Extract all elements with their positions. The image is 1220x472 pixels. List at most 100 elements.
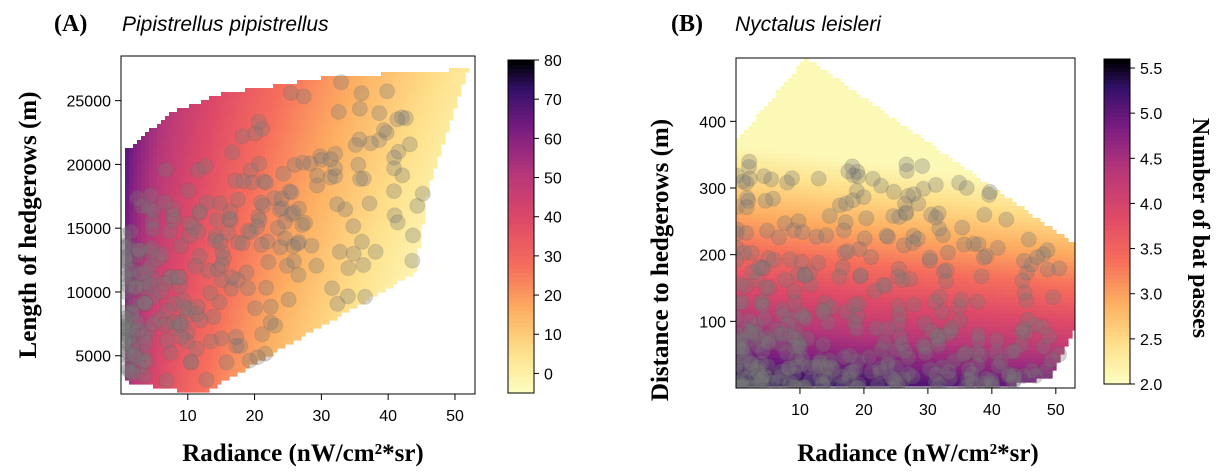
surface-cell — [149, 168, 154, 173]
surface-cell — [209, 288, 214, 293]
surface-cell — [185, 208, 190, 213]
surface-cell — [189, 272, 194, 277]
surface-cell — [145, 240, 150, 245]
surface-cell — [217, 332, 222, 337]
surface-cell — [313, 268, 318, 273]
surface-cell — [233, 96, 238, 101]
surface-cell — [437, 100, 442, 105]
surface-cell — [281, 224, 286, 229]
surface-cell — [349, 172, 354, 177]
surface-cell — [149, 196, 154, 201]
surface-cell — [285, 144, 290, 149]
surface-cell — [417, 236, 422, 241]
surface-cell — [393, 180, 398, 185]
surface-cell — [409, 208, 414, 213]
surface-cell — [141, 216, 146, 221]
surface-cell — [261, 88, 266, 93]
surface-cell — [349, 136, 354, 141]
surface-cell — [185, 296, 190, 301]
surface-cell — [189, 252, 194, 257]
surface-cell — [393, 280, 398, 285]
surface-cell — [417, 112, 422, 117]
surface-cell — [161, 164, 166, 169]
surface-cell — [201, 188, 206, 193]
surface-cell — [389, 196, 394, 201]
surface-cell — [277, 200, 282, 205]
surface-cell — [161, 236, 166, 241]
surface-cell — [221, 308, 226, 313]
surface-cell — [393, 252, 398, 257]
surface-cell — [297, 160, 302, 165]
data-point — [143, 239, 160, 256]
surface-cell — [145, 344, 150, 349]
surface-cell — [177, 196, 182, 201]
surface-cell — [273, 120, 278, 125]
surface-cell — [137, 372, 142, 377]
surface-cell — [209, 200, 214, 205]
surface-cell — [345, 192, 350, 197]
surface-cell — [369, 104, 374, 109]
surface-cell — [397, 100, 402, 105]
surface-cell — [361, 100, 366, 105]
surface-cell — [181, 264, 186, 269]
surface-cell — [341, 92, 346, 97]
surface-cell — [169, 340, 174, 345]
surface-cell — [401, 276, 406, 281]
surface-cell — [349, 76, 354, 81]
surface-cell — [401, 236, 406, 241]
surface-cell — [293, 276, 298, 281]
surface-cell — [301, 320, 306, 325]
surface-cell — [237, 252, 242, 257]
surface-cell — [201, 236, 206, 241]
surface-cell — [161, 304, 166, 309]
surface-cell — [349, 116, 354, 121]
surface-cell — [237, 192, 242, 197]
surface-cell — [417, 136, 422, 141]
surface-cell — [281, 216, 286, 221]
surface-cell — [165, 148, 170, 153]
surface-cell — [161, 364, 166, 369]
surface-cell — [225, 360, 230, 365]
surface-cell — [249, 256, 254, 261]
surface-cell — [221, 212, 226, 217]
surface-cell — [405, 252, 410, 257]
surface-cell — [209, 368, 214, 373]
surface-cell — [289, 216, 294, 221]
surface-cell — [233, 124, 238, 129]
surface-cell — [405, 96, 410, 101]
surface-cell — [173, 284, 178, 289]
surface-cell — [245, 304, 250, 309]
surface-cell — [257, 312, 262, 317]
surface-cell — [161, 188, 166, 193]
surface-cell — [197, 140, 202, 145]
surface-cell — [145, 356, 150, 361]
surface-cell — [125, 168, 130, 173]
surface-cell — [385, 284, 390, 289]
surface-cell — [333, 308, 338, 313]
surface-cell — [401, 144, 406, 149]
surface-cell — [341, 296, 346, 301]
surface-cell — [293, 108, 298, 113]
surface-cell — [361, 172, 366, 177]
surface-cell — [405, 76, 410, 81]
surface-cell — [249, 192, 254, 197]
surface-cell — [405, 188, 410, 193]
surface-cell — [349, 88, 354, 93]
surface-cell — [413, 260, 418, 265]
surface-cell — [181, 256, 186, 261]
surface-cell — [129, 232, 134, 237]
surface-cell — [321, 168, 326, 173]
surface-cell — [245, 188, 250, 193]
surface-cell — [257, 156, 262, 161]
surface-cell — [301, 136, 306, 141]
surface-cell — [157, 204, 162, 209]
surface-cell — [133, 308, 138, 313]
surface-cell — [293, 324, 298, 329]
surface-cell — [129, 240, 134, 245]
surface-cell — [181, 164, 186, 169]
surface-cell — [149, 292, 154, 297]
surface-cell — [177, 360, 182, 365]
surface-cell — [225, 336, 230, 341]
surface-cell — [421, 164, 426, 169]
surface-cell — [353, 228, 358, 233]
